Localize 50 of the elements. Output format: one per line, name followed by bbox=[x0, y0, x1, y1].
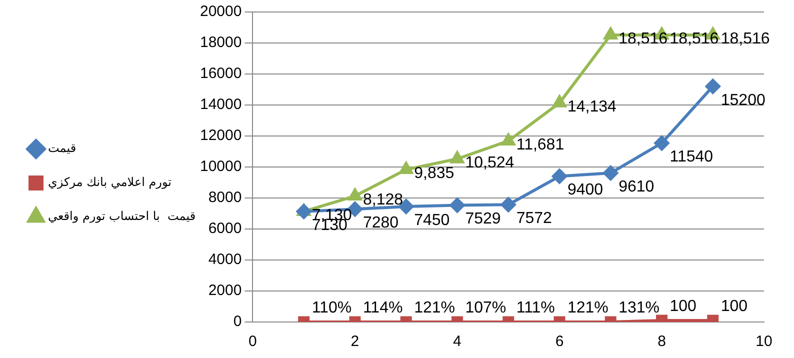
data-label: 7529 bbox=[465, 210, 501, 228]
data-label: 18,516 bbox=[720, 30, 770, 48]
x-tick-label: 2 bbox=[350, 333, 360, 350]
y-tick-label: 20000 bbox=[200, 3, 242, 20]
y-tick-label: 2000 bbox=[208, 282, 242, 300]
data-label: 110% bbox=[312, 299, 352, 316]
x-tick-label: 10 bbox=[756, 333, 772, 350]
data-label: 111% bbox=[516, 299, 555, 316]
data-label: 11540 bbox=[670, 148, 714, 166]
data-label: 8,128 bbox=[362, 191, 404, 208]
data-label: 100 bbox=[720, 298, 748, 315]
y-tick-label: 12000 bbox=[200, 127, 242, 144]
x-tick-label: 6 bbox=[555, 333, 564, 350]
point bbox=[705, 78, 720, 94]
data-label: 121% bbox=[414, 299, 456, 316]
data-label: 15200 bbox=[720, 92, 766, 109]
y-tick-label: 6000 bbox=[208, 220, 242, 238]
y-tick-label: 18000 bbox=[200, 34, 242, 52]
data-label: 14,134 bbox=[567, 98, 617, 116]
data-label: 9610 bbox=[618, 178, 654, 196]
data-label: 7450 bbox=[414, 212, 450, 229]
data-label: 121% bbox=[567, 299, 608, 316]
legend-label: قیمت با احتساب تورم واقعي bbox=[48, 209, 196, 224]
y-tick-label: 8000 bbox=[208, 189, 242, 206]
data-label: 7280 bbox=[362, 214, 399, 232]
point bbox=[502, 133, 516, 146]
point bbox=[604, 28, 618, 40]
point bbox=[552, 95, 566, 108]
data-label: 9400 bbox=[567, 182, 604, 199]
y-tick-label: 10000 bbox=[200, 158, 242, 176]
data-label: 9,835 bbox=[414, 164, 454, 182]
data-label: 7572 bbox=[516, 210, 552, 228]
data-label: 10,524 bbox=[465, 154, 514, 172]
point bbox=[450, 151, 464, 164]
legend-label: تورم اعلامي بانك مركزي bbox=[48, 175, 172, 190]
y-tick-label: 0 bbox=[233, 313, 242, 330]
point bbox=[348, 188, 362, 201]
x-tick-label: 8 bbox=[658, 333, 666, 350]
data-label: 131% bbox=[618, 299, 660, 316]
x-tick-label: 4 bbox=[453, 333, 462, 350]
data-label: 100 bbox=[670, 298, 697, 315]
y-tick-label: 4000 bbox=[208, 251, 242, 268]
x-tick-label: 0 bbox=[248, 333, 257, 350]
data-label: 11,681 bbox=[516, 136, 564, 154]
y-tick-label: 14000 bbox=[200, 96, 242, 114]
point bbox=[399, 162, 413, 174]
y-tick-label: 16000 bbox=[200, 65, 242, 82]
data-label: 107% bbox=[465, 299, 506, 316]
legend-label: قیمت bbox=[48, 141, 76, 156]
data-label: 114% bbox=[362, 299, 403, 316]
